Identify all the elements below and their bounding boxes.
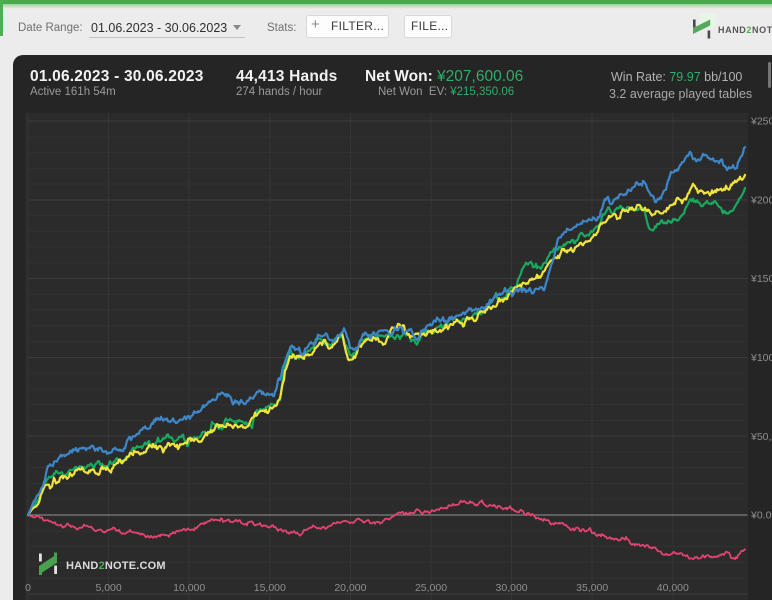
- svg-text:40,000: 40,000: [657, 582, 689, 594]
- svg-text:¥200,000.00: ¥200,000.00: [750, 194, 772, 206]
- svg-text:¥0.00: ¥0.00: [750, 510, 772, 522]
- svg-text:10,000: 10,000: [173, 582, 205, 594]
- svg-text:¥50,000.00: ¥50,000.00: [750, 431, 772, 443]
- svg-text:¥150,000.00: ¥150,000.00: [750, 273, 772, 285]
- svg-text:HAND2NOTE.COM: HAND2NOTE.COM: [66, 560, 166, 572]
- svg-text:5,000: 5,000: [95, 582, 121, 594]
- svg-text:15,000: 15,000: [254, 582, 286, 594]
- svg-text:¥250,000.00: ¥250,000.00: [750, 116, 772, 128]
- svg-text:35,000: 35,000: [576, 582, 608, 594]
- svg-text:20,000: 20,000: [334, 582, 366, 594]
- svg-text:HAND2NOTE: HAND2NOTE: [718, 25, 772, 35]
- svg-text:0: 0: [25, 582, 31, 594]
- svg-text:¥100,000.00: ¥100,000.00: [750, 352, 772, 364]
- svg-text:30,000: 30,000: [496, 582, 528, 594]
- svg-text:25,000: 25,000: [415, 582, 447, 594]
